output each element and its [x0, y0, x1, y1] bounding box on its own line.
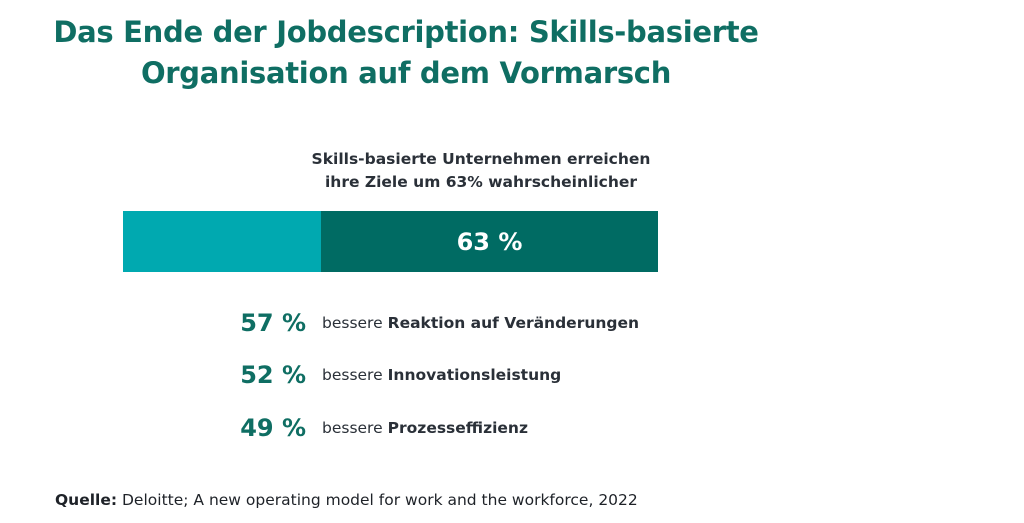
- progress-bar-fill: 63 %: [320, 211, 658, 272]
- stat-label: Reaktion auf Veränderungen: [387, 314, 640, 332]
- page-title: Das Ende der Jobdescription: Skills-basi…: [0, 12, 812, 94]
- stat-value: 57 %: [240, 309, 306, 337]
- stat-prefix: bessere: [322, 419, 383, 437]
- stat-prefix: bessere: [322, 366, 383, 384]
- title-line-2: Organisation auf dem Vormarsch: [140, 56, 672, 90]
- progress-bar-label: 63 %: [456, 227, 523, 256]
- stat-value: 49 %: [240, 414, 306, 442]
- title-line-1: Das Ende der Jobdescription: Skills-basi…: [53, 15, 759, 49]
- stat-row: 52 % bessere Innovationsleistung: [200, 358, 561, 392]
- subtitle-line-2: ihre Ziele um 63% wahrscheinlicher: [324, 173, 638, 191]
- chart-subtitle: Skills-basierte Unternehmen erreichen ih…: [250, 148, 712, 194]
- source-text: Deloitte; A new operating model for work…: [122, 491, 638, 509]
- source-note: Quelle: Deloitte; A new operating model …: [55, 491, 638, 509]
- subtitle-line-1: Skills-basierte Unternehmen erreichen: [311, 150, 651, 168]
- progress-bar: 63 %: [123, 211, 658, 272]
- stat-value: 52 %: [240, 361, 306, 389]
- stat-row: 57 % bessere Reaktion auf Veränderungen: [200, 306, 639, 340]
- stat-row: 49 % bessere Prozesseffizienz: [200, 411, 528, 445]
- stat-prefix: bessere: [322, 314, 383, 332]
- source-label: Quelle:: [55, 491, 118, 509]
- stat-label: Prozesseffizienz: [387, 419, 528, 437]
- stat-label: Innovationsleistung: [387, 366, 562, 384]
